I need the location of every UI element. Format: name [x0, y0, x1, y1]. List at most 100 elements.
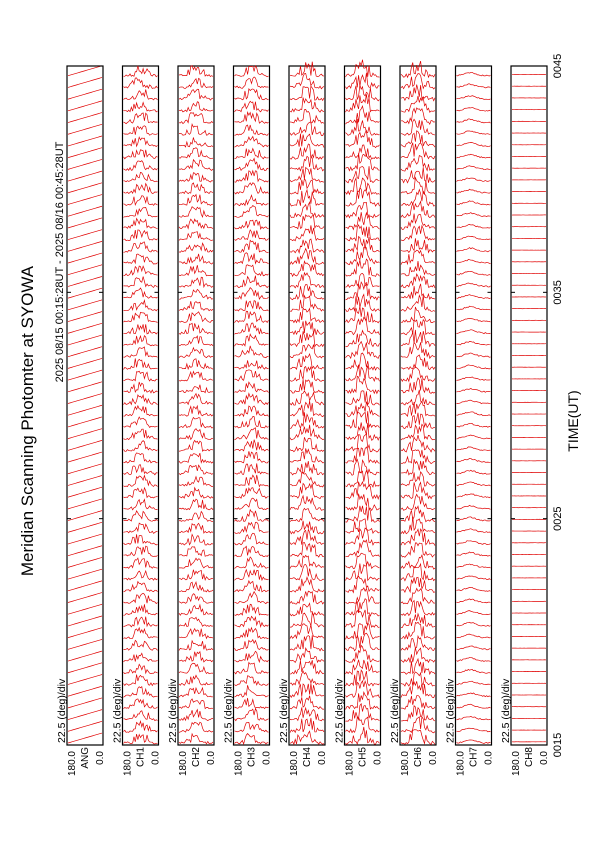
trace-line	[178, 88, 214, 101]
trace-line	[123, 534, 158, 546]
y-tick-label: 0.0	[484, 751, 495, 765]
trace-line	[400, 505, 436, 523]
trace-line	[234, 345, 269, 359]
trace-line	[345, 505, 380, 523]
trace-line	[178, 546, 214, 557]
trace-line	[400, 224, 436, 242]
trace-line	[123, 160, 158, 171]
trace-line	[123, 498, 158, 511]
trace-line	[345, 493, 380, 512]
panel-frame	[121, 65, 160, 746]
trace-line	[400, 73, 436, 90]
trace-line	[178, 370, 214, 382]
trace-line	[345, 726, 380, 745]
trace-line	[234, 697, 269, 710]
trace-line	[289, 390, 325, 406]
trace-line	[400, 107, 436, 126]
trace-line	[67, 217, 103, 229]
panel-5: 180.0 0.0 22.5 (deg)/div CH4	[278, 61, 328, 776]
trace-line	[234, 521, 269, 534]
trace-line	[123, 545, 158, 557]
trace-line	[178, 439, 214, 452]
trace-line	[456, 118, 491, 124]
trace-line	[234, 310, 269, 324]
trace-line	[289, 520, 325, 535]
trace-line	[178, 384, 214, 394]
trace-line	[234, 568, 269, 582]
trace-line	[123, 474, 158, 487]
trace-line	[400, 412, 436, 430]
trace-line	[289, 177, 325, 195]
trace-line	[67, 521, 103, 533]
trace-line	[178, 265, 214, 277]
trace-line	[289, 143, 325, 160]
trace-line	[456, 364, 491, 370]
trace-line	[67, 170, 103, 182]
trace-line	[234, 157, 269, 172]
trace-line	[345, 539, 380, 557]
trace-line	[123, 440, 158, 452]
panel-scale-label: 22.5 (deg)/div	[167, 678, 179, 743]
trace-line	[456, 130, 491, 135]
trace-line	[289, 590, 325, 605]
trace-line	[123, 195, 158, 207]
trace-line	[400, 306, 436, 323]
trace-line	[123, 698, 158, 709]
trace-line	[234, 439, 269, 452]
trace-line	[123, 253, 158, 265]
trace-line	[178, 698, 214, 710]
trace-line	[234, 392, 269, 406]
trace-line	[234, 135, 269, 148]
panel-channel-label: CH8	[524, 747, 535, 767]
trace-line	[178, 522, 214, 534]
trace-line	[123, 136, 158, 148]
trace-line	[67, 77, 103, 88]
trace-line	[123, 685, 158, 698]
trace-line	[345, 187, 380, 207]
trace-line	[289, 507, 325, 523]
trace-line	[400, 60, 436, 79]
trace-line	[123, 486, 158, 499]
trace-line	[400, 657, 436, 676]
trace-line	[456, 434, 491, 440]
trace-line	[123, 522, 158, 534]
trace-line	[400, 621, 436, 640]
trace-line	[234, 487, 269, 499]
trace-line	[400, 587, 436, 605]
trace-line	[345, 609, 380, 629]
x-tick-label: 0035	[552, 280, 564, 304]
trace-line	[234, 100, 269, 113]
trace-line	[67, 603, 103, 615]
trace-line	[456, 212, 491, 218]
trace-line	[234, 405, 269, 418]
trace-line	[178, 486, 214, 499]
trace-line	[178, 616, 214, 628]
trace-line	[345, 293, 380, 312]
trace-line	[456, 586, 491, 592]
trace-line	[289, 424, 325, 441]
trace-line	[178, 358, 214, 371]
trace-line	[178, 593, 214, 604]
trace-line	[456, 645, 491, 651]
trace-line	[289, 660, 325, 675]
trace-line	[345, 632, 380, 652]
trace-line	[400, 400, 436, 418]
trace-line	[123, 674, 158, 687]
trace-line	[289, 494, 325, 511]
trace-line	[400, 671, 436, 687]
trace-line	[456, 716, 491, 721]
trace-line	[67, 135, 103, 147]
x-tick-label: 0045	[552, 54, 564, 78]
trace-line	[400, 729, 436, 745]
trace-line	[456, 388, 491, 393]
trace-line	[67, 182, 103, 194]
trace-line	[456, 317, 491, 323]
trace-line	[289, 352, 325, 371]
trace-line	[456, 305, 491, 311]
trace-line	[345, 201, 380, 219]
trace-line	[456, 551, 491, 557]
trace-line	[400, 542, 436, 558]
trace-line	[67, 404, 103, 416]
trace-line	[178, 288, 214, 300]
